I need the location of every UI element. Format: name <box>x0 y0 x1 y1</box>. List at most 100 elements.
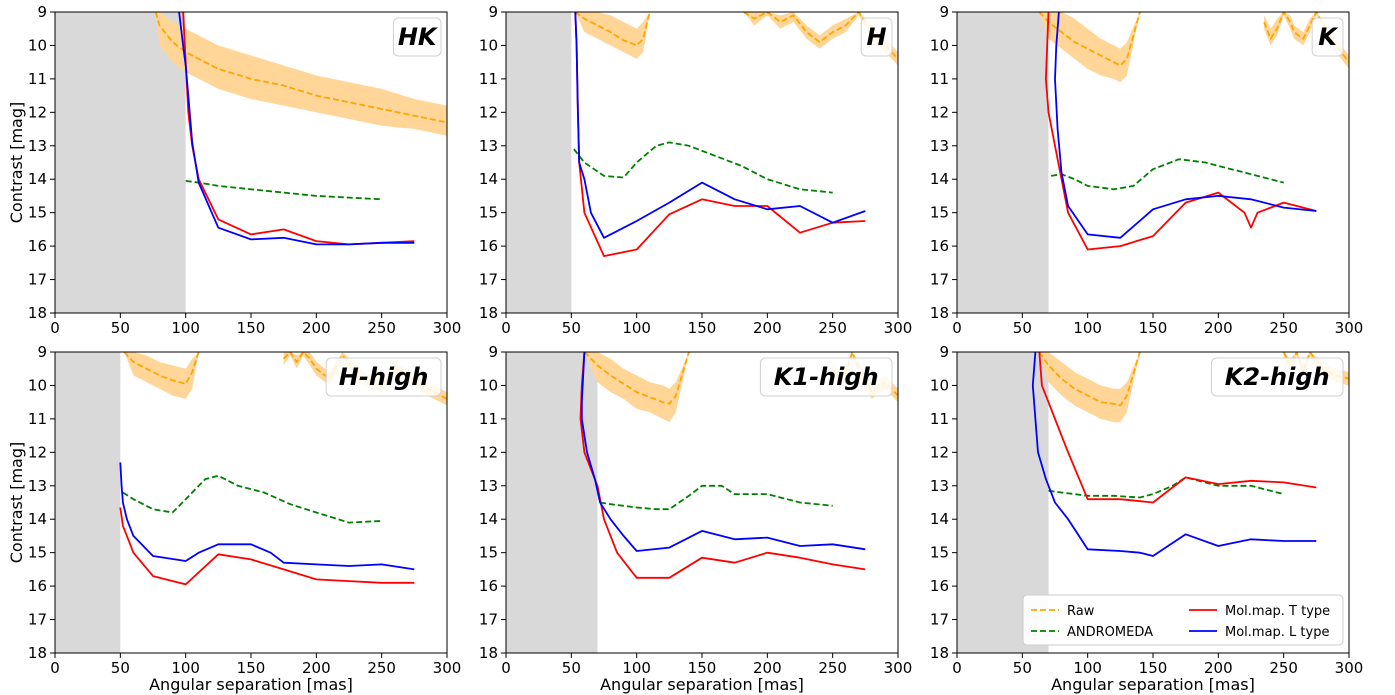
x-tick-label: 0 <box>501 319 511 337</box>
y-tick-label: 11 <box>28 70 47 88</box>
y-tick-label: 10 <box>479 36 498 54</box>
x-tick-label: 150 <box>1139 659 1168 677</box>
y-tick-label: 10 <box>28 36 47 54</box>
x-tick-label: 0 <box>952 659 962 677</box>
y-tick-label: 9 <box>939 343 949 361</box>
masked-region <box>55 12 186 313</box>
y-tick-label: 10 <box>28 376 47 394</box>
panel-k2-high: 0 50 100 150 200 250 300 9 10 11 12 13 14 15 16 17 18 K2-… <box>930 343 1363 677</box>
x-tick-label: 50 <box>1013 319 1032 337</box>
y-tick-label: 12 <box>28 103 47 121</box>
y-tick-label: 16 <box>930 237 949 255</box>
x-tick-label: 250 <box>367 319 396 337</box>
x-tick-label: 250 <box>1269 659 1298 677</box>
masked-region <box>957 12 1049 313</box>
y-tick-label: 9 <box>37 3 47 21</box>
y-tick-label: 17 <box>930 271 949 289</box>
x-tick-label: 300 <box>1335 659 1364 677</box>
x-tick-label: 50 <box>111 659 130 677</box>
x-axis-label: Angular separation [mas] <box>600 675 804 694</box>
y-tick-label: 9 <box>488 343 498 361</box>
x-tick-label: 250 <box>1269 319 1298 337</box>
y-tick-label: 13 <box>479 137 498 155</box>
y-tick-label: 15 <box>479 204 498 222</box>
raw-band <box>1039 352 1140 423</box>
x-tick-label: 300 <box>433 659 462 677</box>
plot-area <box>573 12 898 257</box>
x-tick-label: 100 <box>1073 659 1102 677</box>
y-tick-label: 15 <box>930 544 949 562</box>
band-label-box <box>325 357 442 397</box>
y-tick-label: 16 <box>479 237 498 255</box>
x-tick-label: 100 <box>622 319 651 337</box>
y-tick-label: 10 <box>479 376 498 394</box>
band-label-box <box>860 17 893 57</box>
y-tick-label: 12 <box>930 443 949 461</box>
raw-line <box>574 12 651 47</box>
y-tick-label: 14 <box>28 170 47 188</box>
x-tick-label: 300 <box>1335 319 1364 337</box>
y-tick-label: 15 <box>479 544 498 562</box>
raw-band <box>124 352 199 399</box>
y-tick-label: 15 <box>28 204 47 222</box>
y-tick-label: 11 <box>930 70 949 88</box>
raw-line-right <box>743 12 898 60</box>
x-tick-label: 100 <box>171 319 200 337</box>
y-tick-label: 18 <box>930 644 949 662</box>
x-tick-label: 100 <box>622 659 651 677</box>
x-tick-label: 0 <box>501 659 511 677</box>
band-label-box <box>759 357 893 397</box>
legend-label-l-type: Mol.map. L type <box>1225 625 1329 640</box>
x-tick-label: 150 <box>688 659 717 677</box>
y-tick-label: 18 <box>930 304 949 322</box>
x-axis-label: Angular separation [mas] <box>149 675 353 694</box>
l-type-line <box>574 12 866 239</box>
legend-label-andromeda: ANDROMEDA <box>1067 625 1153 640</box>
x-tick-label: 200 <box>1204 319 1233 337</box>
y-tick-label: 11 <box>28 410 47 428</box>
y-tick-label: 16 <box>479 577 498 595</box>
panel-hk: 0 50 100 150 200 250 300 9 10 11 12 13 14 15 16 17 18 HK C… <box>7 3 461 337</box>
x-tick-label: 50 <box>111 319 130 337</box>
y-tick-label: 15 <box>28 544 47 562</box>
band-label: HK <box>398 23 439 51</box>
x-tick-label: 100 <box>171 659 200 677</box>
andromeda-line <box>122 474 382 524</box>
raw-band <box>155 12 447 136</box>
plot-area <box>1038 12 1349 251</box>
raw-line <box>1038 12 1141 67</box>
masked-region <box>55 352 121 653</box>
y-tick-label: 12 <box>28 443 47 461</box>
x-axis-label: Angular separation [mas] <box>1051 675 1255 694</box>
band-label-box <box>392 17 442 57</box>
y-tick-label: 13 <box>28 137 47 155</box>
y-tick-label: 14 <box>930 170 949 188</box>
band-label: K2-high <box>1225 363 1330 391</box>
plot-area <box>154 12 447 246</box>
x-tick-label: 300 <box>884 319 913 337</box>
y-tick-label: 17 <box>28 271 47 289</box>
y-tick-label: 17 <box>479 271 498 289</box>
x-tick-label: 200 <box>302 319 331 337</box>
x-tick-label: 50 <box>1013 659 1032 677</box>
y-tick-label: 16 <box>28 577 47 595</box>
x-tick-label: 100 <box>1073 319 1102 337</box>
andromeda-line <box>1050 158 1284 191</box>
y-tick-label: 18 <box>28 304 47 322</box>
x-tick-label: 0 <box>952 319 962 337</box>
x-tick-label: 0 <box>50 659 60 677</box>
x-tick-label: 200 <box>753 319 782 337</box>
band-label: H-high <box>339 363 429 391</box>
y-tick-label: 13 <box>479 477 498 495</box>
x-tick-label: 250 <box>818 319 847 337</box>
x-tick-label: 0 <box>50 319 60 337</box>
y-tick-label: 18 <box>28 644 47 662</box>
band-label: H <box>867 23 887 51</box>
y-tick-label: 11 <box>930 410 949 428</box>
y-tick-label: 14 <box>479 510 498 528</box>
l-type-line <box>1031 352 1317 557</box>
l-type-line <box>1054 12 1317 239</box>
y-tick-label: 17 <box>28 611 47 629</box>
t-type-line <box>579 352 866 579</box>
y-tick-label: 17 <box>479 611 498 629</box>
